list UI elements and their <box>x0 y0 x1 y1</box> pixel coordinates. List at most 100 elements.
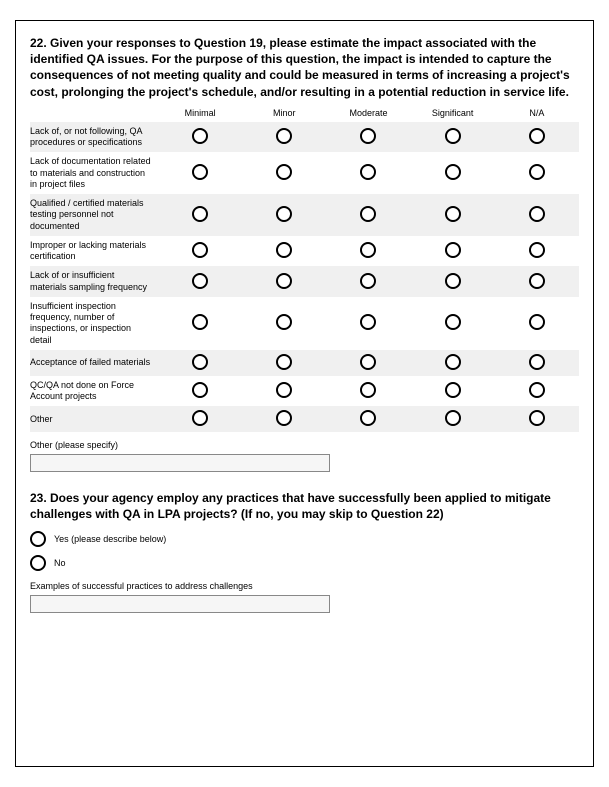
matrix-radio-cell[interactable] <box>411 266 495 297</box>
matrix-radio-cell[interactable] <box>411 122 495 153</box>
q23-option-no[interactable]: No <box>30 555 579 571</box>
matrix-radio-cell[interactable] <box>158 266 242 297</box>
radio-icon <box>360 410 376 426</box>
radio-icon <box>192 382 208 398</box>
radio-icon <box>192 314 208 330</box>
matrix-radio-cell[interactable] <box>495 194 579 236</box>
matrix-row: Qualified / certified materials testing … <box>30 194 579 236</box>
q22-title: 22. Given your responses to Question 19,… <box>30 35 579 100</box>
matrix-radio-cell[interactable] <box>326 350 410 376</box>
radio-icon <box>445 206 461 222</box>
radio-icon <box>360 314 376 330</box>
radio-icon <box>30 531 46 547</box>
radio-icon <box>360 382 376 398</box>
matrix-radio-cell[interactable] <box>495 122 579 153</box>
matrix-radio-cell[interactable] <box>495 236 579 267</box>
radio-icon <box>445 410 461 426</box>
matrix-radio-cell[interactable] <box>242 152 326 194</box>
matrix-radio-cell[interactable] <box>495 152 579 194</box>
matrix-radio-cell[interactable] <box>158 297 242 350</box>
radio-icon <box>192 206 208 222</box>
matrix-radio-cell[interactable] <box>326 122 410 153</box>
matrix-row: Lack of or insufficient materials sampli… <box>30 266 579 297</box>
matrix-radio-cell[interactable] <box>242 194 326 236</box>
matrix-radio-cell[interactable] <box>495 266 579 297</box>
matrix-radio-cell[interactable] <box>158 350 242 376</box>
matrix-radio-cell[interactable] <box>242 297 326 350</box>
radio-icon <box>192 164 208 180</box>
radio-icon <box>529 382 545 398</box>
q22-other-input[interactable] <box>30 454 330 472</box>
q22-matrix: Minimal Minor Moderate Significant N/A L… <box>30 106 579 433</box>
matrix-radio-cell[interactable] <box>242 266 326 297</box>
row-label: Lack of, or not following, QA procedures… <box>30 122 158 153</box>
matrix-radio-cell[interactable] <box>158 152 242 194</box>
matrix-radio-cell[interactable] <box>158 194 242 236</box>
row-label: Insufficient inspection frequency, numbe… <box>30 297 158 350</box>
matrix-radio-cell[interactable] <box>326 194 410 236</box>
q23-option-yes[interactable]: Yes (please describe below) <box>30 531 579 547</box>
matrix-radio-cell[interactable] <box>495 350 579 376</box>
q23-examples-input[interactable] <box>30 595 330 613</box>
matrix-row: Improper or lacking materials certificat… <box>30 236 579 267</box>
radio-icon <box>192 354 208 370</box>
row-label: Acceptance of failed materials <box>30 350 158 376</box>
radio-icon <box>276 410 292 426</box>
radio-icon <box>445 382 461 398</box>
radio-icon <box>529 128 545 144</box>
matrix-radio-cell[interactable] <box>411 350 495 376</box>
matrix-radio-cell[interactable] <box>326 297 410 350</box>
radio-icon <box>276 314 292 330</box>
matrix-radio-cell[interactable] <box>326 152 410 194</box>
matrix-row: Lack of, or not following, QA procedures… <box>30 122 579 153</box>
matrix-radio-cell[interactable] <box>158 376 242 407</box>
matrix-radio-cell[interactable] <box>158 236 242 267</box>
matrix-radio-cell[interactable] <box>158 406 242 432</box>
matrix-radio-cell[interactable] <box>411 376 495 407</box>
radio-icon <box>276 382 292 398</box>
matrix-radio-cell[interactable] <box>411 297 495 350</box>
matrix-radio-cell[interactable] <box>495 297 579 350</box>
matrix-radio-cell[interactable] <box>411 406 495 432</box>
matrix-header-row: Minimal Minor Moderate Significant N/A <box>30 106 579 122</box>
radio-icon <box>445 128 461 144</box>
q23-no-label: No <box>54 558 66 568</box>
matrix-radio-cell[interactable] <box>326 266 410 297</box>
matrix-radio-cell[interactable] <box>242 236 326 267</box>
radio-icon <box>529 410 545 426</box>
radio-icon <box>529 206 545 222</box>
radio-icon <box>360 164 376 180</box>
matrix-radio-cell[interactable] <box>242 122 326 153</box>
matrix-radio-cell[interactable] <box>326 236 410 267</box>
radio-icon <box>276 242 292 258</box>
matrix-radio-cell[interactable] <box>158 122 242 153</box>
radio-icon <box>529 164 545 180</box>
survey-page: 22. Given your responses to Question 19,… <box>15 20 594 767</box>
matrix-row: Insufficient inspection frequency, numbe… <box>30 297 579 350</box>
q22-other-label: Other (please specify) <box>30 440 579 450</box>
matrix-radio-cell[interactable] <box>495 376 579 407</box>
radio-icon <box>192 128 208 144</box>
col-header: Minor <box>242 106 326 122</box>
matrix-radio-cell[interactable] <box>242 406 326 432</box>
col-header: Moderate <box>326 106 410 122</box>
radio-icon <box>445 242 461 258</box>
radio-icon <box>276 206 292 222</box>
matrix-row: Acceptance of failed materials <box>30 350 579 376</box>
radio-icon <box>529 354 545 370</box>
matrix-radio-cell[interactable] <box>411 152 495 194</box>
matrix-radio-cell[interactable] <box>326 406 410 432</box>
q23-title: 23. Does your agency employ any practice… <box>30 490 579 522</box>
matrix-radio-cell[interactable] <box>411 194 495 236</box>
q22-other-block: Other (please specify) <box>30 440 579 472</box>
q23-examples-label: Examples of successful practices to addr… <box>30 581 579 591</box>
radio-icon <box>445 354 461 370</box>
matrix-radio-cell[interactable] <box>242 376 326 407</box>
matrix-radio-cell[interactable] <box>242 350 326 376</box>
matrix-radio-cell[interactable] <box>495 406 579 432</box>
matrix-radio-cell[interactable] <box>411 236 495 267</box>
col-header: N/A <box>495 106 579 122</box>
radio-icon <box>360 128 376 144</box>
radio-icon <box>445 273 461 289</box>
matrix-radio-cell[interactable] <box>326 376 410 407</box>
